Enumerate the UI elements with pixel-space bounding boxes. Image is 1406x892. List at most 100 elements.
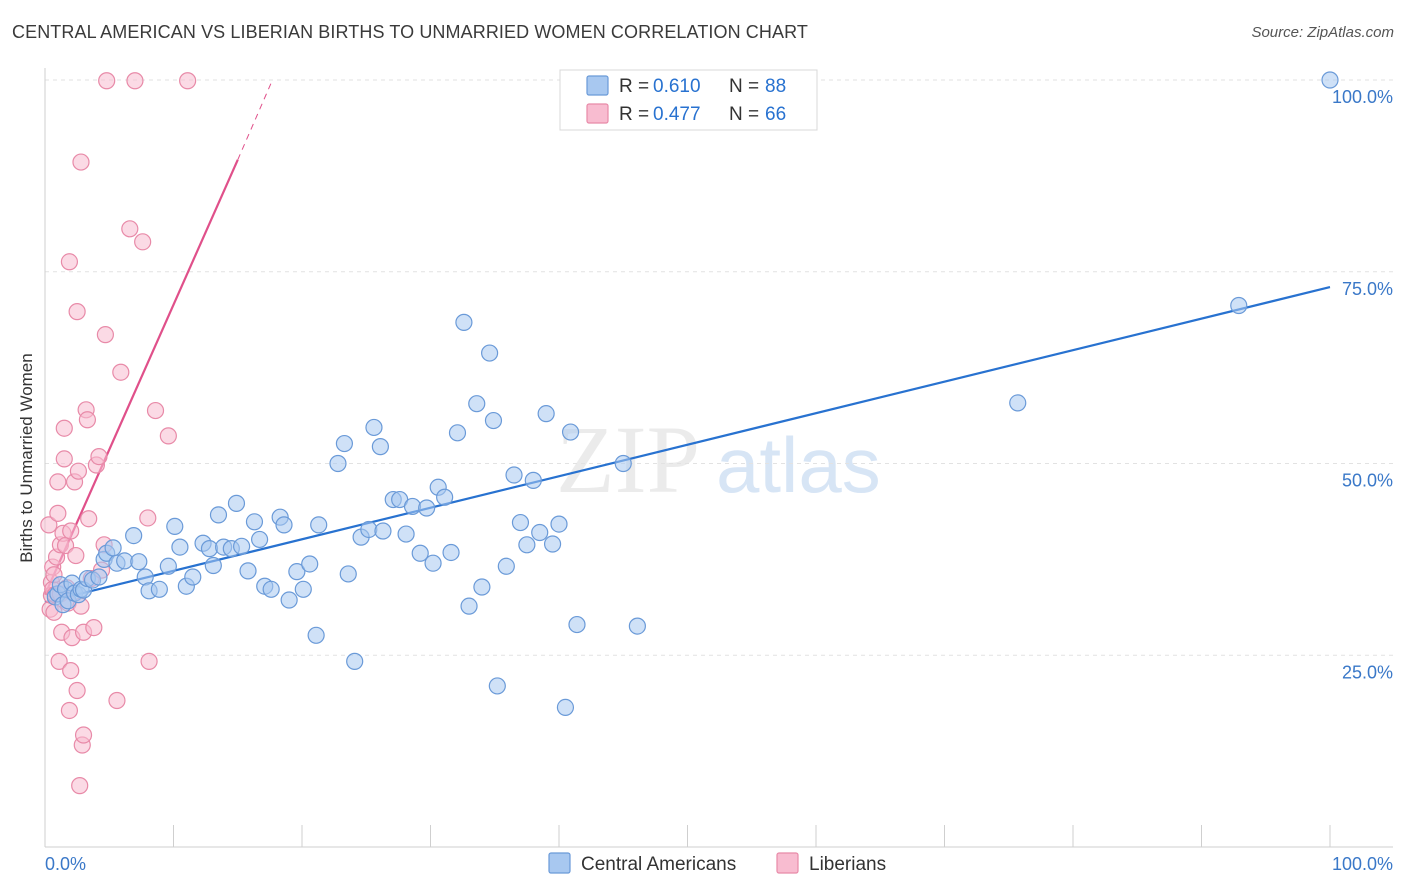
legend-r-value-liberian: 0.477: [653, 104, 701, 125]
central-american-point: [468, 395, 486, 413]
central-american-point: [150, 580, 168, 598]
liberian-point: [55, 450, 73, 468]
central-americans-trendline: [44, 286, 1331, 604]
central-american-point: [310, 516, 328, 534]
central-american-point: [280, 591, 298, 609]
central-american-point: [436, 488, 454, 506]
central-american-point: [403, 497, 422, 516]
central-american-point: [505, 466, 523, 484]
y-tick-label: 25.0%: [1342, 662, 1393, 682]
correlation-legend: R = 0.610 N = 88 R = 0.477 N = 66: [559, 69, 818, 131]
central-american-point: [365, 418, 383, 437]
central-american-point: [250, 530, 269, 549]
central-american-point: [531, 523, 549, 542]
central-american-point: [90, 568, 108, 586]
liberian-point: [68, 303, 86, 321]
central-american-point: [171, 538, 189, 556]
central-american-point: [397, 525, 415, 543]
central-american-point: [411, 544, 429, 562]
liberian-point: [62, 522, 80, 540]
central-american-point: [227, 494, 246, 512]
liberian-point: [112, 363, 130, 381]
liberian-point: [78, 411, 97, 429]
liberian-point: [40, 516, 58, 534]
liberian-point: [159, 427, 177, 445]
central-american-point: [1321, 71, 1339, 89]
central-american-point: [488, 677, 506, 695]
x-tick-label-max: 100.0%: [1332, 854, 1393, 874]
liberian-point: [121, 220, 139, 238]
zipatlas-watermark: ZIP atlas: [556, 406, 881, 513]
liberian-point: [96, 326, 114, 344]
central-american-point: [556, 698, 575, 717]
central-american-point: [275, 516, 293, 534]
central-american-point: [543, 535, 562, 553]
legend-n-value-central: 88: [765, 76, 786, 97]
central-american-point: [561, 423, 580, 441]
legend-r-label: R =: [619, 76, 649, 97]
liberian-point: [126, 72, 144, 90]
liberian-point: [146, 401, 165, 420]
central-american-point: [239, 562, 257, 580]
central-american-point: [497, 557, 515, 575]
liberian-point: [90, 447, 108, 466]
central-american-point: [511, 513, 530, 532]
liberians-trendline: [43, 159, 239, 596]
y-tick-label: 75.0%: [1342, 279, 1393, 299]
liberian-point: [50, 652, 68, 670]
legend-swatch-central: [586, 75, 609, 96]
legend-swatch-liberian: [586, 103, 609, 124]
y-axis-label: Births to Unmarried Women: [17, 353, 36, 562]
legend-n-label: N =: [729, 104, 759, 125]
central-american-point: [245, 513, 264, 531]
central-american-point: [448, 424, 467, 442]
central-american-point: [209, 506, 228, 524]
central-american-point: [204, 556, 222, 575]
central-american-point: [614, 454, 632, 473]
central-american-point: [568, 615, 586, 634]
central-american-point: [460, 597, 478, 615]
central-american-point: [1230, 296, 1248, 315]
central-american-point: [339, 565, 357, 583]
central-american-point: [424, 554, 442, 572]
central-american-point: [550, 515, 568, 533]
liberian-point: [179, 72, 197, 90]
liberian-point: [49, 473, 67, 491]
central-american-point: [484, 411, 503, 430]
legend-label-central-americans: Central Americans: [581, 854, 736, 875]
central-american-point: [524, 471, 542, 489]
central-american-point: [125, 526, 143, 545]
liberian-point: [140, 652, 158, 670]
liberian-point: [67, 546, 85, 565]
source-credit: Source: ZipAtlas.com: [1251, 24, 1394, 41]
central-american-point: [335, 434, 354, 453]
central-american-point: [518, 536, 536, 554]
central-american-point: [159, 557, 177, 575]
central-american-point: [166, 517, 184, 535]
x-tick-label-min: 0.0%: [45, 854, 86, 874]
central-american-point: [360, 520, 378, 539]
legend-swatch-central-americans: [548, 852, 571, 874]
legend-n-value-liberian: 66: [765, 104, 786, 125]
y-tick-label: 100.0%: [1332, 87, 1393, 107]
liberian-point: [98, 72, 116, 90]
central-american-point: [184, 568, 202, 586]
liberian-point: [49, 504, 67, 522]
central-american-point: [418, 499, 436, 517]
central-american-point: [288, 563, 306, 581]
central-american-point: [1009, 394, 1027, 412]
central-american-point: [371, 438, 389, 456]
legend-swatch-liberians: [776, 852, 799, 874]
liberian-point: [60, 253, 79, 271]
legend-r-label: R =: [619, 104, 649, 125]
central-american-point: [294, 580, 312, 598]
watermark-atlas: atlas: [716, 421, 881, 509]
liberian-point: [69, 462, 88, 480]
liberian-point: [62, 661, 80, 680]
chart-title: CENTRAL AMERICAN VS LIBERIAN BIRTHS TO U…: [12, 22, 808, 42]
legend-label-liberians: Liberians: [809, 854, 886, 875]
liberian-point: [134, 233, 152, 251]
central-american-point: [628, 617, 646, 635]
central-american-point: [329, 454, 347, 473]
central-american-point: [455, 313, 473, 331]
